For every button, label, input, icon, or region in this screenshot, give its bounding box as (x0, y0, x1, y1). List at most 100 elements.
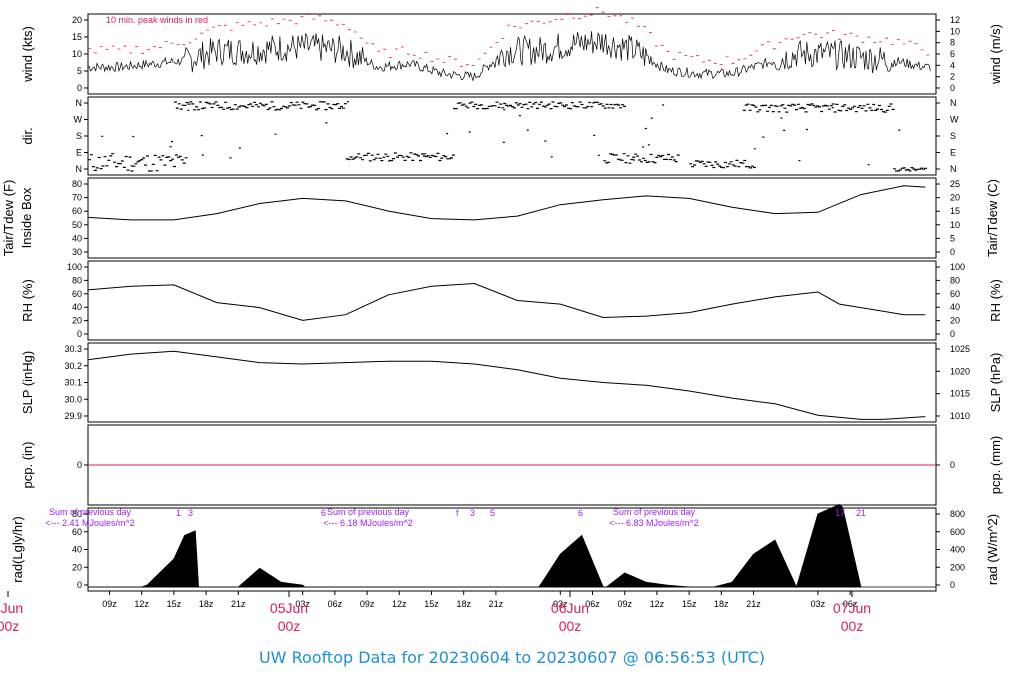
axis-label: wind (kts) (20, 26, 35, 83)
x-tick-label: 18z (714, 599, 729, 609)
x-tick-label: 09z (102, 599, 117, 609)
x-tick-label: 15z (682, 599, 697, 609)
axis-label: rad(Lgly/hr) (10, 516, 25, 582)
x-tick-label: 03z (295, 599, 310, 609)
tick-label: 0 (77, 460, 82, 470)
tick-label: 80 (72, 275, 82, 285)
tick-label: 200 (950, 562, 965, 572)
x-tick-label: 21z (231, 599, 246, 609)
tick-label: 60 (72, 289, 82, 299)
radiation-annotation: <--- 2.41 MJoules/m^2 (45, 518, 135, 528)
series-wind-peak (88, 7, 930, 67)
radiation-hour-mark: 3 (188, 508, 193, 518)
tick-label: 20 (950, 193, 960, 203)
x-tick-label: 03z (553, 599, 568, 609)
tick-label: 1020 (950, 366, 970, 376)
radiation-annotation: Sum of previous day (613, 507, 696, 517)
series-wind-direction (88, 101, 927, 172)
tick-label: 30.1 (64, 378, 82, 388)
radiation-hour-mark: 1 (176, 508, 181, 518)
axis-label: Tair/Tdew (F) (1, 180, 16, 257)
tick-label: 30.2 (64, 361, 82, 371)
tick-label: 70 (72, 193, 82, 203)
tick-label: 80 (950, 275, 960, 285)
tick-label: 20 (950, 316, 960, 326)
tick-label: 40 (950, 302, 960, 312)
tick-label: 40 (72, 302, 82, 312)
series-temperature (87, 185, 926, 221)
x-tick-label: 06z (585, 599, 600, 609)
axis-label: rad (W/m^2) (985, 514, 1000, 585)
tick-label: 800 (950, 509, 965, 519)
tick-label: N (950, 98, 957, 108)
radiation-annotation: <--- 6.83 MJoules/m^2 (609, 518, 699, 528)
tick-label: 10 (950, 26, 960, 36)
tick-label: 100 (67, 262, 82, 272)
radiation-hour-mark: f (456, 508, 459, 518)
axis-label: Inside Box (19, 187, 34, 248)
x-tick-label: 09z (360, 599, 375, 609)
tick-label: 20 (72, 316, 82, 326)
panel-frame (87, 177, 937, 259)
day-label-date: 4Jun (0, 600, 23, 616)
x-tick-label: 06z (843, 599, 858, 609)
x-tick-label: 18z (199, 599, 214, 609)
axis-label: wind (m/s) (988, 24, 1003, 85)
wind-annotation: 10 min. peak winds in red (106, 15, 208, 25)
axis-label: RH (%) (988, 279, 1003, 322)
tick-label: E (76, 148, 82, 158)
tick-label: 5 (77, 66, 82, 76)
tick-label: 0 (950, 247, 955, 257)
tick-label: 0 (77, 329, 82, 339)
tick-label: S (950, 131, 956, 141)
day-label-hour: 00z (559, 618, 582, 634)
tick-label: 1025 (950, 344, 970, 354)
tick-label: 0 (77, 83, 82, 93)
tick-label: 5 (950, 233, 955, 243)
day-label-date: 07Jun (833, 600, 871, 616)
tick-label: 10 (950, 220, 960, 230)
tick-label: 80 (72, 509, 82, 519)
radiation-hour-mark: 5 (490, 508, 495, 518)
x-tick-label: 18z (456, 599, 471, 609)
tick-label: 2 (950, 72, 955, 82)
tick-label: W (950, 115, 959, 125)
tick-label: 29.9 (64, 411, 82, 421)
x-tick-label: 06z (328, 599, 343, 609)
x-tick-label: 21z (489, 599, 504, 609)
day-label-date: 06Jun (551, 600, 589, 616)
tick-label: 1010 (950, 411, 970, 421)
chart-title: UW Rooftop Data for 20230604 to 20230607… (258, 648, 766, 667)
x-tick-label: 21z (746, 599, 761, 609)
tick-label: N (76, 164, 83, 174)
tick-label: 80 (72, 179, 82, 189)
x-tick-label: 15z (167, 599, 182, 609)
tick-label: 400 (950, 545, 965, 555)
tick-label: 0 (950, 460, 955, 470)
axis-label: RH (%) (20, 279, 35, 322)
axis-label: Tair/Tdew (C) (985, 179, 1000, 257)
tick-label: 60 (72, 527, 82, 537)
radiation-hour-mark: 6 (578, 508, 583, 518)
tick-label: 30.0 (64, 394, 82, 404)
series-rh (87, 282, 926, 321)
tick-label: S (76, 131, 82, 141)
tick-label: 10 (72, 49, 82, 59)
tick-label: 0 (950, 329, 955, 339)
tick-label: 30 (72, 247, 82, 257)
panel-frame (87, 342, 937, 423)
tick-label: 4 (950, 60, 955, 70)
tick-label: 60 (72, 206, 82, 216)
radiation-hour-mark: 21 (856, 508, 866, 518)
axis-label: SLP (inHg) (20, 351, 35, 414)
tick-label: 40 (72, 545, 82, 555)
radiation-annotation: Sum of previous day (327, 507, 410, 517)
x-tick-label: 03z (811, 599, 826, 609)
tick-label: 0 (950, 580, 955, 590)
x-tick-label: 12z (650, 599, 665, 609)
x-tick-label: 12z (392, 599, 407, 609)
tick-label: 30.3 (64, 344, 82, 354)
tick-label: 20 (72, 15, 82, 25)
day-label-date: 05Jun (270, 600, 308, 616)
